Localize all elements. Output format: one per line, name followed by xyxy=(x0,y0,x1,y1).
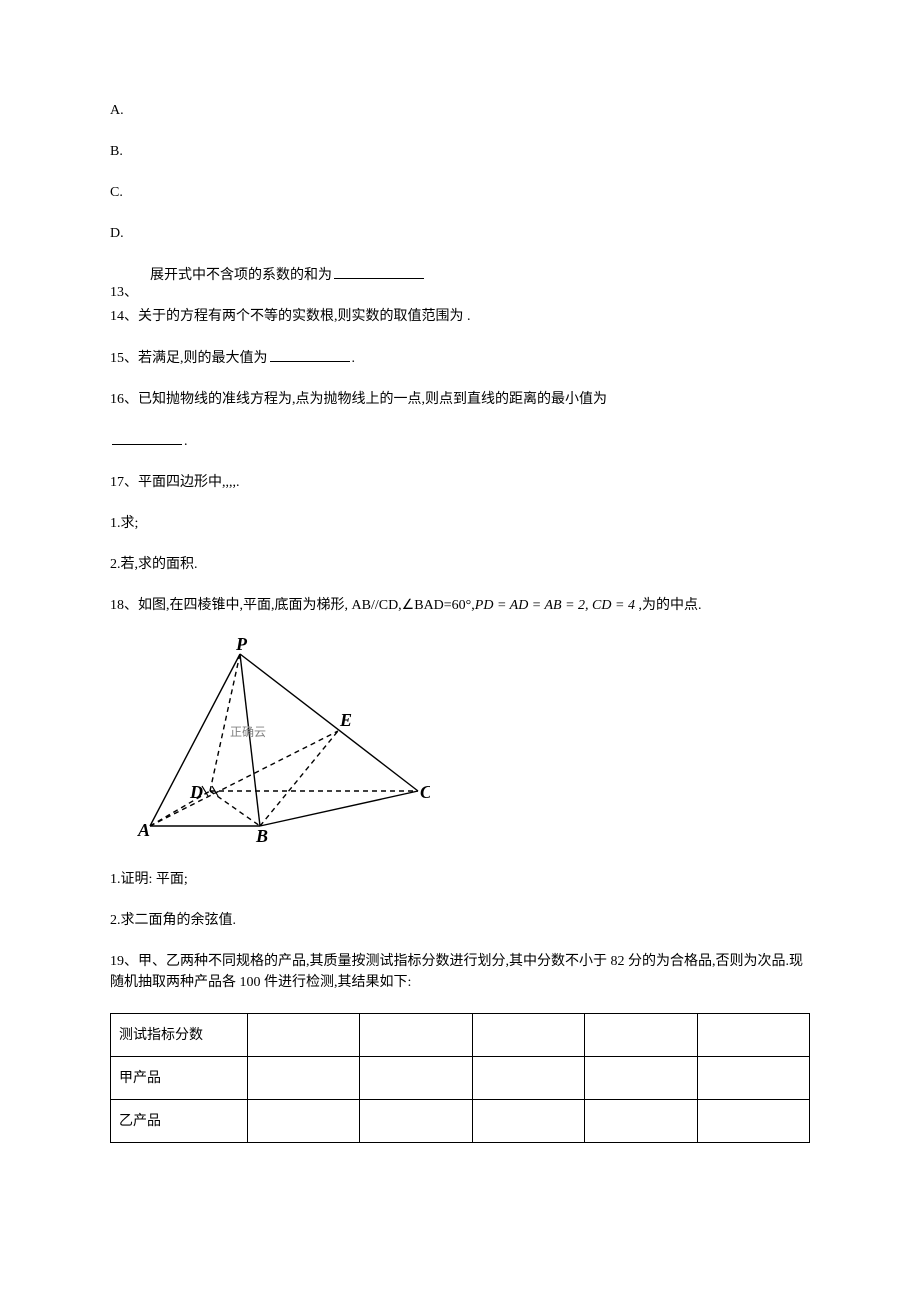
q15-post: . xyxy=(352,351,356,366)
question-18-2: 2.求二面角的余弦值. xyxy=(110,910,810,931)
td xyxy=(585,1100,697,1143)
q15-blank xyxy=(270,347,350,362)
table-row: 甲产品 xyxy=(111,1057,810,1100)
option-d: D. xyxy=(110,223,810,244)
pyramid-figure: P A B C D E 正确云 xyxy=(130,636,810,853)
question-16-blank-line: . xyxy=(110,430,810,452)
q16-post: . xyxy=(184,434,188,449)
option-b: B. xyxy=(110,141,810,162)
q15-pre: 15、若满足,则的最大值为 xyxy=(110,351,268,366)
label-a: A xyxy=(137,820,150,840)
question-18-1: 1.证明: 平面; xyxy=(110,869,810,890)
td xyxy=(360,1014,472,1057)
td xyxy=(585,1057,697,1100)
q18-pre: 18、如图,在四棱锥中,平面,底面为梯形, AB//CD,∠BAD=60°, xyxy=(110,598,475,613)
td xyxy=(697,1057,809,1100)
question-17-1: 1.求; xyxy=(110,513,810,534)
option-a: A. xyxy=(110,100,810,121)
td xyxy=(472,1100,584,1143)
question-18: 18、如图,在四棱锥中,平面,底面为梯形, AB//CD,∠BAD=60°,PD… xyxy=(110,595,810,616)
label-b: B xyxy=(255,826,268,846)
td xyxy=(360,1057,472,1100)
q13-number: 13、 xyxy=(110,282,138,303)
q18-math: PD = AD = AB = 2, CD = 4 xyxy=(475,598,635,613)
table-row: 乙产品 xyxy=(111,1100,810,1143)
th-yi: 乙产品 xyxy=(111,1100,248,1143)
td xyxy=(697,1100,809,1143)
td xyxy=(248,1014,360,1057)
q18-post: ,为的中点. xyxy=(635,598,702,613)
question-16: 16、已知抛物线的准线方程为,点为抛物线上的一点,则点到直线的距离的最小值为 xyxy=(110,389,810,410)
question-19: 19、甲、乙两种不同规格的产品,其质量按测试指标分数进行划分,其中分数不小于 8… xyxy=(110,951,810,993)
q13-body: 展开式中不含项的系数的和为 xyxy=(150,268,332,283)
td xyxy=(585,1014,697,1057)
q16-blank xyxy=(112,430,182,445)
q13-text: 展开式中不含项的系数的和为 xyxy=(150,268,426,283)
figure-watermark: 正确云 xyxy=(230,725,266,739)
label-c: C xyxy=(420,782,430,802)
question-17-2: 2.若,求的面积. xyxy=(110,554,810,575)
score-table: 测试指标分数 甲产品 乙产品 xyxy=(110,1013,810,1143)
td xyxy=(697,1014,809,1057)
td xyxy=(248,1057,360,1100)
label-p: P xyxy=(235,636,248,654)
question-13: 13、 展开式中不含项的系数的和为 xyxy=(110,264,810,286)
question-14: 14、关于的方程有两个不等的实数根,则实数的取值范围为 . xyxy=(110,306,810,327)
th-index: 测试指标分数 xyxy=(111,1014,248,1057)
td xyxy=(472,1014,584,1057)
option-c: C. xyxy=(110,182,810,203)
label-e: E xyxy=(339,710,352,730)
question-15: 15、若满足,则的最大值为. xyxy=(110,347,810,369)
th-jia: 甲产品 xyxy=(111,1057,248,1100)
question-17: 17、平面四边形中,,,,. xyxy=(110,472,810,493)
td xyxy=(472,1057,584,1100)
td xyxy=(248,1100,360,1143)
td xyxy=(360,1100,472,1143)
table-row: 测试指标分数 xyxy=(111,1014,810,1057)
q16-pre: 16、已知抛物线的准线方程为,点为抛物线上的一点,则点到直线的距离的最小值为 xyxy=(110,392,607,407)
q13-blank xyxy=(334,264,424,279)
label-d: D xyxy=(189,782,203,802)
